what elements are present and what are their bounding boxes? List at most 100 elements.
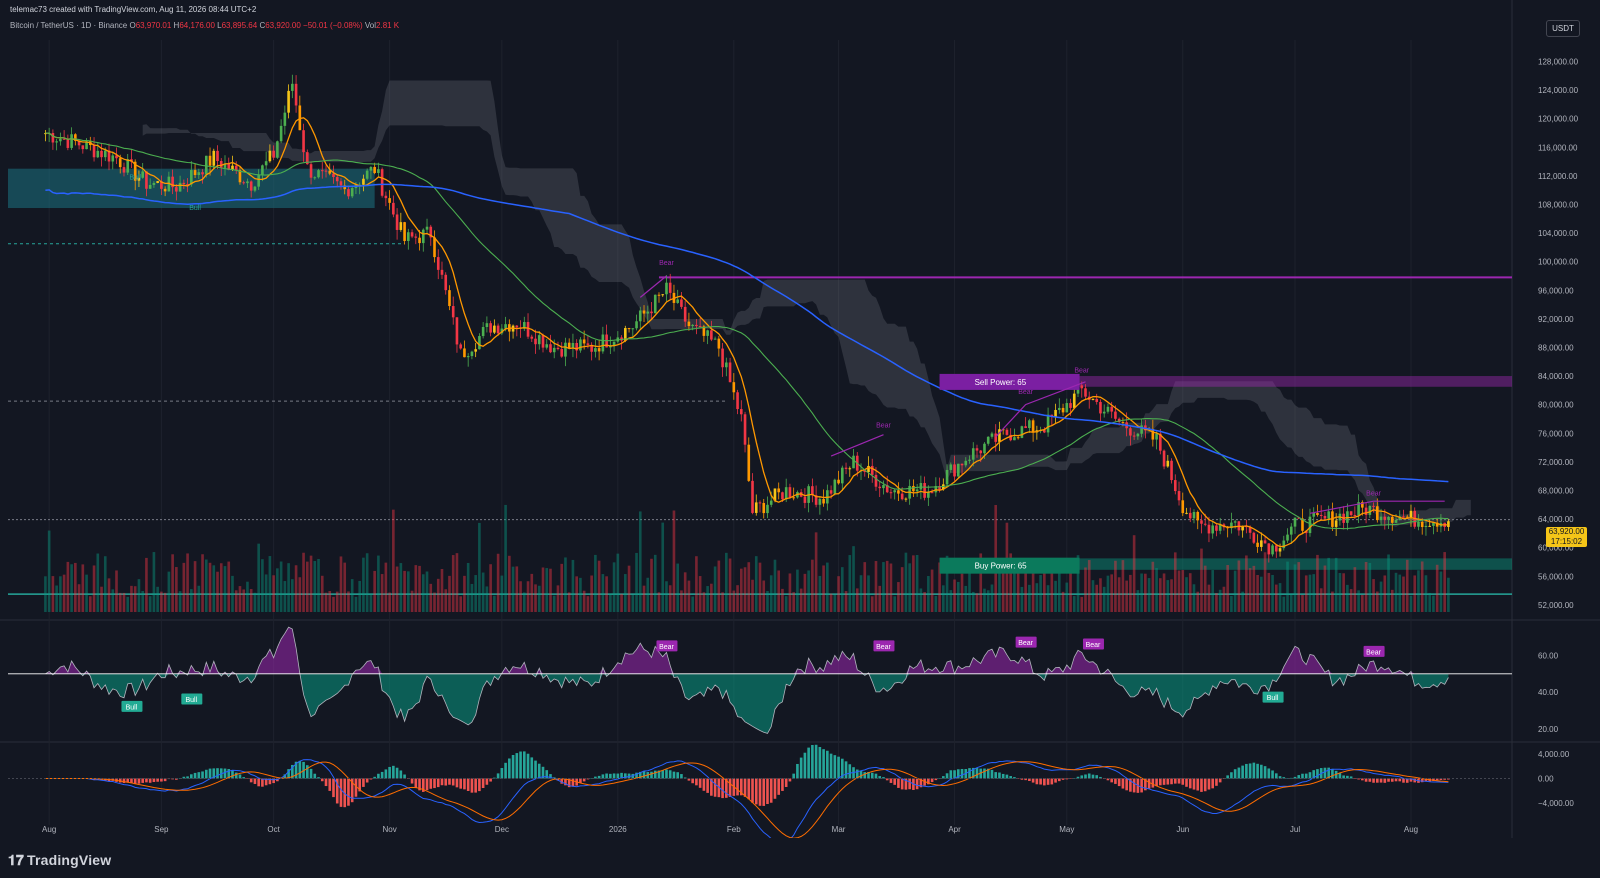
osc-signal-label: Bear bbox=[1018, 640, 1033, 647]
candle-body bbox=[773, 488, 777, 501]
macd-histogram-bar bbox=[549, 774, 552, 779]
volume-bar bbox=[1308, 574, 1312, 612]
volume-bar bbox=[852, 546, 855, 612]
volume-bar bbox=[1364, 562, 1368, 612]
signal-label: Bear bbox=[1074, 367, 1089, 374]
candle-body bbox=[803, 496, 807, 503]
volume-bar bbox=[840, 567, 844, 612]
macd-histogram-bar bbox=[1087, 773, 1091, 779]
volume-bar bbox=[175, 567, 178, 612]
macd-histogram-bar bbox=[429, 778, 433, 789]
candle-body bbox=[504, 324, 507, 329]
volume-bar bbox=[335, 591, 339, 612]
candle-body bbox=[956, 463, 960, 477]
macd-histogram-bar bbox=[736, 778, 739, 796]
volume-bar bbox=[463, 575, 466, 612]
time-axis[interactable]: Aug Sep Oct Nov Dec 2026 Feb Mar Apr May Jun Jul Aug bbox=[42, 825, 1418, 834]
symbol-name[interactable]: Bitcoin / TetherUS · 1D · Binance bbox=[10, 21, 128, 30]
candle-body bbox=[743, 414, 747, 445]
macd-histogram-bar bbox=[668, 770, 672, 779]
tradingview-logo[interactable]: 𝟏𝟕 TradingView bbox=[8, 852, 111, 869]
macd-histogram-bar bbox=[526, 753, 530, 779]
volume-bar bbox=[1076, 555, 1080, 612]
signal-label: Bear bbox=[1366, 490, 1381, 497]
macd-histogram-bar bbox=[537, 763, 541, 779]
candle-body bbox=[496, 325, 500, 334]
volume-bar bbox=[1121, 560, 1125, 612]
volume-bar bbox=[1020, 586, 1024, 612]
macd-histogram-bar bbox=[141, 778, 144, 783]
volume-bar bbox=[676, 563, 680, 612]
candle-body bbox=[1114, 411, 1117, 419]
cloud-bands bbox=[8, 80, 1471, 527]
volume-bar bbox=[407, 571, 410, 612]
macd-histogram-bar bbox=[956, 769, 960, 779]
volume-bar bbox=[1203, 565, 1207, 612]
macd-histogram-bar bbox=[885, 778, 889, 781]
candle-body bbox=[1383, 516, 1387, 520]
volume-bar bbox=[1327, 557, 1330, 612]
candle-body bbox=[1323, 515, 1327, 519]
volume-bar bbox=[1379, 581, 1383, 612]
candle-body bbox=[1319, 514, 1323, 516]
low-label: L bbox=[217, 21, 222, 30]
macd-histogram-bar bbox=[826, 750, 829, 779]
candle-body bbox=[560, 349, 564, 357]
volume-bar bbox=[695, 556, 698, 612]
macd-histogram-bar bbox=[1177, 778, 1181, 784]
macd-histogram-bar bbox=[276, 778, 279, 782]
volume-bar bbox=[459, 596, 463, 612]
osc-signal-label: Bear bbox=[876, 644, 891, 651]
time-tick-label: Mar bbox=[832, 825, 846, 834]
volume-bar bbox=[508, 555, 511, 612]
volume-bar bbox=[279, 561, 283, 612]
macd-histogram-bar bbox=[927, 778, 930, 785]
macd-histogram-bar bbox=[257, 778, 260, 787]
macd-histogram-bar bbox=[807, 747, 810, 779]
candle-body bbox=[844, 467, 848, 469]
candle-body bbox=[631, 328, 635, 330]
macd-histogram-bar bbox=[470, 778, 474, 793]
volume-bar bbox=[410, 590, 414, 612]
volume-bar bbox=[92, 565, 96, 612]
macd-histogram-bar bbox=[204, 769, 208, 779]
candle-body bbox=[201, 172, 204, 175]
volume-bar bbox=[1316, 554, 1319, 612]
macd-histogram-bar bbox=[1095, 775, 1099, 779]
candle-body bbox=[1364, 507, 1368, 515]
low-value: 63,895.64 bbox=[221, 21, 258, 30]
volume-bar bbox=[1024, 570, 1027, 612]
osc-positive-area bbox=[45, 627, 1449, 674]
volume-bar bbox=[698, 576, 702, 612]
candle-body bbox=[1050, 414, 1054, 417]
candle-body bbox=[1095, 398, 1099, 402]
candle-body bbox=[141, 171, 144, 178]
candle-body bbox=[635, 321, 638, 329]
candle-body bbox=[739, 409, 743, 415]
candle-body bbox=[650, 311, 653, 314]
candle-body bbox=[949, 464, 953, 470]
candle-body bbox=[549, 344, 552, 353]
volume-bar bbox=[493, 595, 496, 612]
volume-bar bbox=[126, 596, 130, 612]
price-axis[interactable]: 128,000.00 124,000.00 120,000.00 116,000.00… bbox=[1538, 57, 1579, 807]
macd-histogram-bar bbox=[354, 778, 358, 797]
macd-histogram-bar bbox=[1361, 778, 1364, 781]
change-value: −50.01 (−0.08%) bbox=[303, 21, 363, 30]
volume-bar bbox=[1353, 567, 1357, 612]
currency-button[interactable]: USDT bbox=[1546, 20, 1580, 37]
volume-bar bbox=[354, 596, 358, 612]
volume-bar bbox=[1271, 574, 1274, 612]
volume-bar bbox=[635, 552, 638, 612]
volume-bar bbox=[1151, 561, 1155, 612]
macd-histogram-bar bbox=[246, 778, 249, 779]
macd-histogram-bar bbox=[1289, 777, 1293, 779]
candle-body bbox=[695, 324, 698, 327]
macd-histogram-bar bbox=[612, 773, 616, 779]
buy-power-label-box bbox=[939, 557, 1080, 574]
macd-histogram-bar bbox=[459, 778, 463, 789]
candle-body bbox=[687, 321, 691, 327]
macd-histogram-bar bbox=[1390, 778, 1394, 782]
candle-body bbox=[964, 460, 968, 466]
